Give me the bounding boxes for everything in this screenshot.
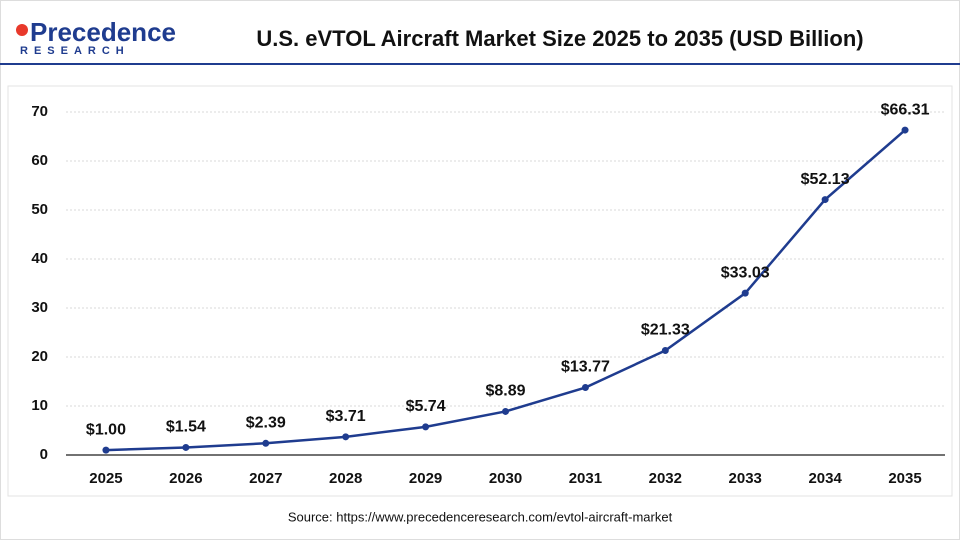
point	[342, 433, 350, 441]
data-label: $52.13	[801, 171, 850, 188]
source: Source: https://www.precedenceresearch.c…	[288, 509, 673, 524]
point	[262, 439, 270, 447]
x-tick-label: 2026	[169, 470, 202, 487]
data-label: $3.71	[326, 408, 366, 425]
x-tick-label: 2030	[489, 470, 522, 487]
data-label: $33.03	[721, 264, 770, 281]
logo-icon	[16, 24, 28, 36]
y-tick-label: 20	[31, 348, 48, 365]
y-tick-label: 50	[31, 201, 48, 218]
y-tick-label: 60	[31, 152, 48, 169]
data-label: $1.54	[166, 419, 206, 436]
point	[182, 443, 190, 451]
y-tick-label: 40	[31, 250, 48, 267]
point	[661, 346, 669, 354]
y-tick-label: 30	[31, 299, 48, 316]
point	[901, 126, 909, 134]
x-tick-label: 2035	[888, 470, 921, 487]
point	[422, 423, 430, 431]
x-tick-label: 2029	[409, 470, 442, 487]
y-tick-label: 10	[31, 397, 48, 414]
data-label: $13.77	[561, 359, 610, 376]
point	[502, 407, 509, 415]
plot-frame	[7, 85, 953, 497]
data-label: $2.39	[246, 415, 286, 432]
y-tick-label: 0	[40, 446, 48, 463]
logo-sub: RESEARCH	[20, 45, 130, 57]
chart-title: U.S. eVTOL Aircraft Market Size 2025 to …	[256, 26, 863, 51]
data-label: $1.00	[86, 421, 126, 438]
x-tick-label: 2031	[569, 470, 602, 487]
point	[102, 446, 110, 454]
x-tick-label: 2032	[649, 470, 682, 487]
x-tick-label: 2025	[89, 470, 122, 487]
point	[821, 196, 829, 204]
x-tick-label: 2027	[249, 470, 282, 487]
data-label: $8.89	[485, 383, 525, 400]
data-label: $66.31	[881, 101, 930, 118]
x-tick-label: 2033	[729, 470, 762, 487]
point	[581, 384, 589, 392]
point	[741, 289, 749, 297]
data-label: $5.74	[406, 398, 446, 415]
data-label: $21.33	[641, 322, 690, 339]
x-tick-label: 2034	[808, 470, 842, 487]
y-tick-label: 70	[31, 103, 48, 120]
logo-name: Precedence	[30, 17, 176, 47]
x-tick-label: 2028	[329, 470, 362, 487]
